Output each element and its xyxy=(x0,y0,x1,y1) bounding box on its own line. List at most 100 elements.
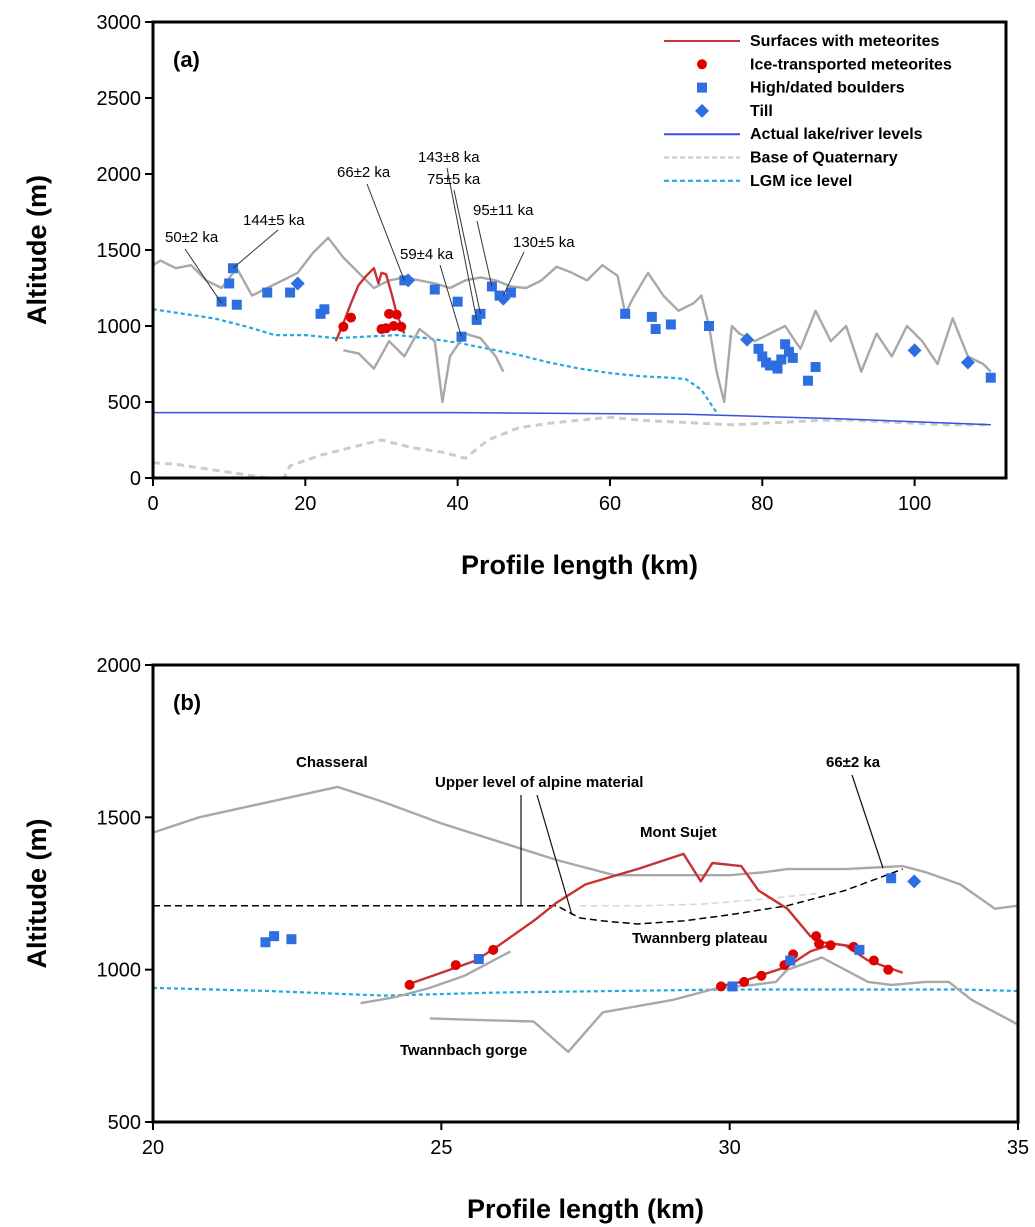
boulder-point xyxy=(854,944,865,955)
annotation-leader xyxy=(476,220,493,287)
plot-area-a xyxy=(153,236,996,478)
x-axis-title: Profile length (km) xyxy=(461,550,698,580)
boulder-point xyxy=(776,354,787,365)
feature-annotation: Twannberg plateau xyxy=(632,930,768,947)
annotation-leader xyxy=(232,229,279,269)
panel-label: (b) xyxy=(173,690,201,715)
feature-annotation: Upper level of alpine material xyxy=(435,774,643,791)
meteorite-point xyxy=(384,308,395,319)
boulder-point xyxy=(231,299,242,310)
boulder-point xyxy=(260,937,271,948)
meteorite-point xyxy=(716,981,727,992)
boulder-point xyxy=(727,981,738,992)
annotation-leader xyxy=(851,774,884,869)
y-tick-label: 1500 xyxy=(97,807,142,829)
boulder-point xyxy=(665,319,676,330)
age-annotation: 143±8 ka xyxy=(418,149,480,166)
gorge-line xyxy=(429,956,1018,1054)
annotation-leader xyxy=(502,251,525,296)
boulder-point xyxy=(783,346,794,357)
boulder-point xyxy=(620,308,631,319)
age-annotation: 59±4 ka xyxy=(400,246,454,263)
age-annotation: 95±11 ka xyxy=(473,202,534,219)
gorge-line xyxy=(360,950,512,1005)
boulder-point xyxy=(985,372,996,383)
boulder-point xyxy=(810,362,821,373)
y-tick-label: 2000 xyxy=(97,164,142,186)
till-point xyxy=(740,332,755,347)
x-tick-label: 80 xyxy=(751,493,773,515)
boulder-point xyxy=(753,343,764,354)
age-annotation: 75±5 ka xyxy=(427,171,481,188)
till-point xyxy=(290,276,305,291)
base-of-quaternary-line xyxy=(153,415,991,478)
x-tick-label: 40 xyxy=(447,493,469,515)
till-point xyxy=(907,343,922,358)
boulder-point xyxy=(429,284,440,295)
alpine-upper-level-light-line xyxy=(579,892,817,907)
legend-square-symbol xyxy=(697,82,707,93)
y-tick-label: 500 xyxy=(108,1112,141,1134)
y-tick-label: 500 xyxy=(108,392,141,414)
x-tick-label: 0 xyxy=(147,493,158,515)
age-annotation: 50±2 ka xyxy=(165,229,219,246)
x-tick-label: 20 xyxy=(294,493,316,515)
x-tick-label: 30 xyxy=(719,1137,741,1159)
surfaces-with-meteorites-line xyxy=(406,852,904,987)
meteorite-point xyxy=(811,931,822,942)
boulder-point xyxy=(772,363,783,374)
plot-frame xyxy=(151,663,1020,1124)
till-point xyxy=(907,874,922,889)
legend-diamond-symbol xyxy=(695,103,709,118)
terrain-line xyxy=(153,236,992,404)
boulder-point xyxy=(285,287,296,298)
x-axis-title: Profile length (km) xyxy=(467,1194,704,1224)
y-tick-label: 1000 xyxy=(97,960,142,982)
annotation-leader xyxy=(453,189,481,314)
boulder-point xyxy=(787,352,798,363)
y-tick-label: 3000 xyxy=(97,12,142,34)
legend-entry: Surfaces with meteorites xyxy=(750,33,940,50)
till-point xyxy=(401,273,416,288)
age-annotation: 130±5 ka xyxy=(513,234,575,251)
meteorite-point xyxy=(404,979,415,990)
meteorite-point xyxy=(868,955,879,966)
boulder-point xyxy=(269,931,280,942)
boulder-point xyxy=(216,296,227,307)
meteorite-point xyxy=(388,321,399,331)
gorge-line xyxy=(343,327,505,404)
boulder-point xyxy=(785,955,796,966)
boulder-point xyxy=(286,934,297,945)
meteorite-point xyxy=(825,940,836,951)
boulder-point xyxy=(703,321,714,331)
legend-entry: Till xyxy=(750,103,773,120)
boulder-point xyxy=(505,287,516,298)
feature-annotation: 66±2 ka xyxy=(826,754,881,771)
age-annotation: 144±5 ka xyxy=(243,212,305,229)
meteorite-point xyxy=(391,309,402,320)
alpine-upper-level-line xyxy=(153,868,903,925)
y-tick-label: 2500 xyxy=(97,88,142,110)
meteorite-point xyxy=(814,938,825,949)
age-annotation: 66±2 ka xyxy=(337,164,391,181)
boulder-point xyxy=(452,296,463,307)
legend-entry: Base of Quaternary xyxy=(750,150,898,167)
feature-annotation: Chasseral xyxy=(296,754,368,771)
meteorite-point xyxy=(739,976,750,987)
boulder-point xyxy=(224,278,235,289)
y-axis-title: Altitude (m) xyxy=(22,819,52,969)
panel-label: (a) xyxy=(173,47,200,72)
till-point xyxy=(960,355,975,370)
surfaces-with-meteorites-line xyxy=(334,267,406,342)
meteorite-point xyxy=(756,970,767,981)
x-tick-label: 100 xyxy=(898,493,931,515)
meteorite-point xyxy=(346,312,357,323)
y-tick-label: 1500 xyxy=(97,240,142,262)
boulder-point xyxy=(646,311,657,322)
boulder-point xyxy=(262,287,273,298)
till-point xyxy=(496,291,511,306)
x-tick-label: 20 xyxy=(142,1137,164,1159)
plot-area-b xyxy=(153,785,1018,1054)
